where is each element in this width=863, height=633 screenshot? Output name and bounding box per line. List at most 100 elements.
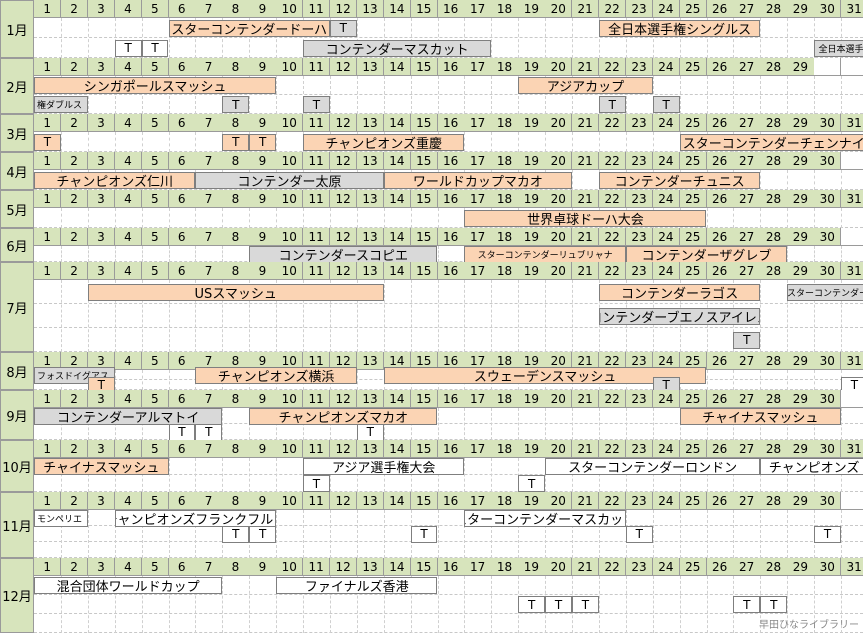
day-header: 17 bbox=[464, 262, 492, 280]
event-bar[interactable]: スウェーデンスマッシュ bbox=[383, 366, 707, 384]
event-bar[interactable]: ワールドカップマカオ bbox=[383, 171, 572, 189]
day-gridline bbox=[814, 208, 816, 228]
day-gridline bbox=[195, 76, 197, 114]
day-header: 8 bbox=[222, 492, 250, 510]
day-gridline bbox=[545, 510, 547, 558]
day-header: 25 bbox=[679, 440, 707, 458]
event-bar[interactable]: アジア選手権大会 bbox=[303, 458, 465, 475]
month-label: 1月 bbox=[0, 0, 34, 58]
day-header: 8 bbox=[222, 190, 250, 208]
day-gridline bbox=[87, 76, 89, 114]
event-bar[interactable]: チャンピオンズ仁川 bbox=[34, 171, 196, 189]
event-bar[interactable]: スターコンテンダーロンドン bbox=[545, 458, 761, 475]
day-header: 5 bbox=[141, 440, 169, 458]
event-bar[interactable]: USスマッシュ bbox=[87, 283, 384, 301]
day-header: 29 bbox=[787, 440, 815, 458]
event-bar[interactable]: アジアカップ bbox=[518, 77, 653, 94]
day-header: 31 bbox=[841, 262, 863, 280]
day-gridline bbox=[491, 18, 493, 58]
day-header: 18 bbox=[491, 390, 519, 408]
t-marker: T bbox=[303, 475, 330, 492]
day-gridline bbox=[464, 576, 466, 633]
day-gridline bbox=[518, 408, 520, 440]
event-bar[interactable]: スターコンテンダーマスカット bbox=[464, 509, 626, 527]
day-header: 3 bbox=[87, 190, 116, 208]
day-gridline bbox=[598, 408, 600, 440]
day-gridline bbox=[572, 76, 573, 114]
day-header: 6 bbox=[168, 440, 196, 458]
event-bar[interactable]: 世界卓球ドーハ大会 bbox=[464, 209, 707, 227]
day-header: 24 bbox=[652, 440, 681, 458]
day-gridline bbox=[787, 246, 789, 262]
day-header: 10 bbox=[276, 390, 304, 408]
day-gridline bbox=[625, 76, 627, 114]
event-bar[interactable]: スターコンテンダーリュブリャナ bbox=[464, 245, 626, 263]
day-gridline bbox=[464, 458, 466, 492]
day-header: 18 bbox=[491, 440, 519, 458]
day-gridline bbox=[141, 576, 143, 633]
day-header: 28 bbox=[760, 0, 788, 18]
event-bar[interactable]: チャンピオンズフランクフルト bbox=[114, 509, 277, 527]
event-bar[interactable]: コンテンダーマスカット bbox=[303, 39, 492, 57]
event-bar[interactable]: チャンピオンズ bbox=[760, 458, 863, 475]
day-header: 20 bbox=[545, 58, 573, 76]
day-header: 19 bbox=[518, 262, 546, 280]
event-bar[interactable]: コンテンダーチュニス bbox=[598, 171, 761, 189]
day-gridline bbox=[329, 18, 331, 58]
day-header: 8 bbox=[222, 390, 250, 408]
event-bar[interactable]: チャイナスマッシュ bbox=[34, 458, 169, 475]
event-bar[interactable]: コンテンダーアルマトイ bbox=[34, 407, 223, 425]
day-header: 11 bbox=[303, 152, 331, 170]
day-gridline bbox=[679, 18, 681, 58]
day-header: 30 bbox=[814, 390, 842, 408]
day-gridline bbox=[410, 458, 412, 492]
day-header: 5 bbox=[141, 190, 169, 208]
event-bar[interactable]: チャイナスマッシュ bbox=[679, 407, 841, 425]
event-bar[interactable]: スターコンテンダードーハ bbox=[168, 19, 330, 37]
event-bar[interactable]: スターコンテンダー bbox=[787, 283, 863, 301]
day-gridline bbox=[276, 18, 278, 58]
day-gridline bbox=[276, 510, 278, 558]
event-bar[interactable]: 権ダブルス bbox=[34, 96, 88, 113]
day-header: 29 bbox=[787, 352, 815, 370]
event-bar[interactable]: チャンピオンズ重慶 bbox=[303, 133, 465, 151]
day-header: 19 bbox=[518, 492, 546, 510]
day-header: 13 bbox=[356, 58, 385, 76]
day-header: 10 bbox=[276, 114, 304, 132]
day-gridline bbox=[195, 280, 197, 352]
event-bar[interactable]: コンテンダーザグレブ bbox=[625, 245, 788, 263]
day-header: 26 bbox=[706, 262, 734, 280]
day-gridline bbox=[545, 132, 547, 152]
event-bar[interactable]: スターコンテンダーチェンナイ bbox=[679, 133, 863, 151]
day-header: 12 bbox=[329, 0, 358, 18]
day-gridline bbox=[491, 408, 493, 440]
day-gridline bbox=[329, 208, 331, 228]
event-bar[interactable]: モンペリエ bbox=[34, 509, 88, 527]
event-bar[interactable]: シンガポールスマッシュ bbox=[34, 77, 277, 94]
day-header: 20 bbox=[545, 390, 573, 408]
event-bar[interactable]: コンテンダースコピエ bbox=[249, 245, 438, 263]
event-bar[interactable]: チャンピオンズ横浜 bbox=[195, 366, 357, 384]
event-bar[interactable]: コンテンダーブエノスアイレス bbox=[598, 307, 761, 325]
event-bar[interactable]: チャンピオンズマカオ bbox=[249, 407, 438, 425]
event-bar[interactable]: コンテンダー太原 bbox=[195, 171, 384, 189]
day-header: 25 bbox=[679, 0, 707, 18]
event-bar[interactable]: ファイナルズ香港 bbox=[276, 577, 438, 594]
day-gridline bbox=[303, 76, 304, 114]
day-header: 23 bbox=[625, 492, 654, 510]
event-bar[interactable]: 全日本選手 bbox=[814, 39, 863, 57]
day-header: 18 bbox=[491, 228, 519, 246]
day-gridline bbox=[814, 458, 816, 492]
day-header: 5 bbox=[141, 152, 169, 170]
event-bar[interactable]: 全日本選手権シングルス bbox=[598, 19, 761, 37]
day-header: 20 bbox=[545, 152, 573, 170]
event-bar[interactable]: コンテンダーラゴス bbox=[598, 283, 761, 301]
day-header: 28 bbox=[760, 492, 788, 510]
day-header: 3 bbox=[87, 114, 116, 132]
day-header: 7 bbox=[195, 114, 223, 132]
event-bar[interactable]: 混合団体ワールドカップ bbox=[34, 577, 223, 594]
day-gridline bbox=[114, 132, 116, 152]
day-header: 23 bbox=[625, 152, 654, 170]
day-header: 4 bbox=[114, 114, 143, 132]
